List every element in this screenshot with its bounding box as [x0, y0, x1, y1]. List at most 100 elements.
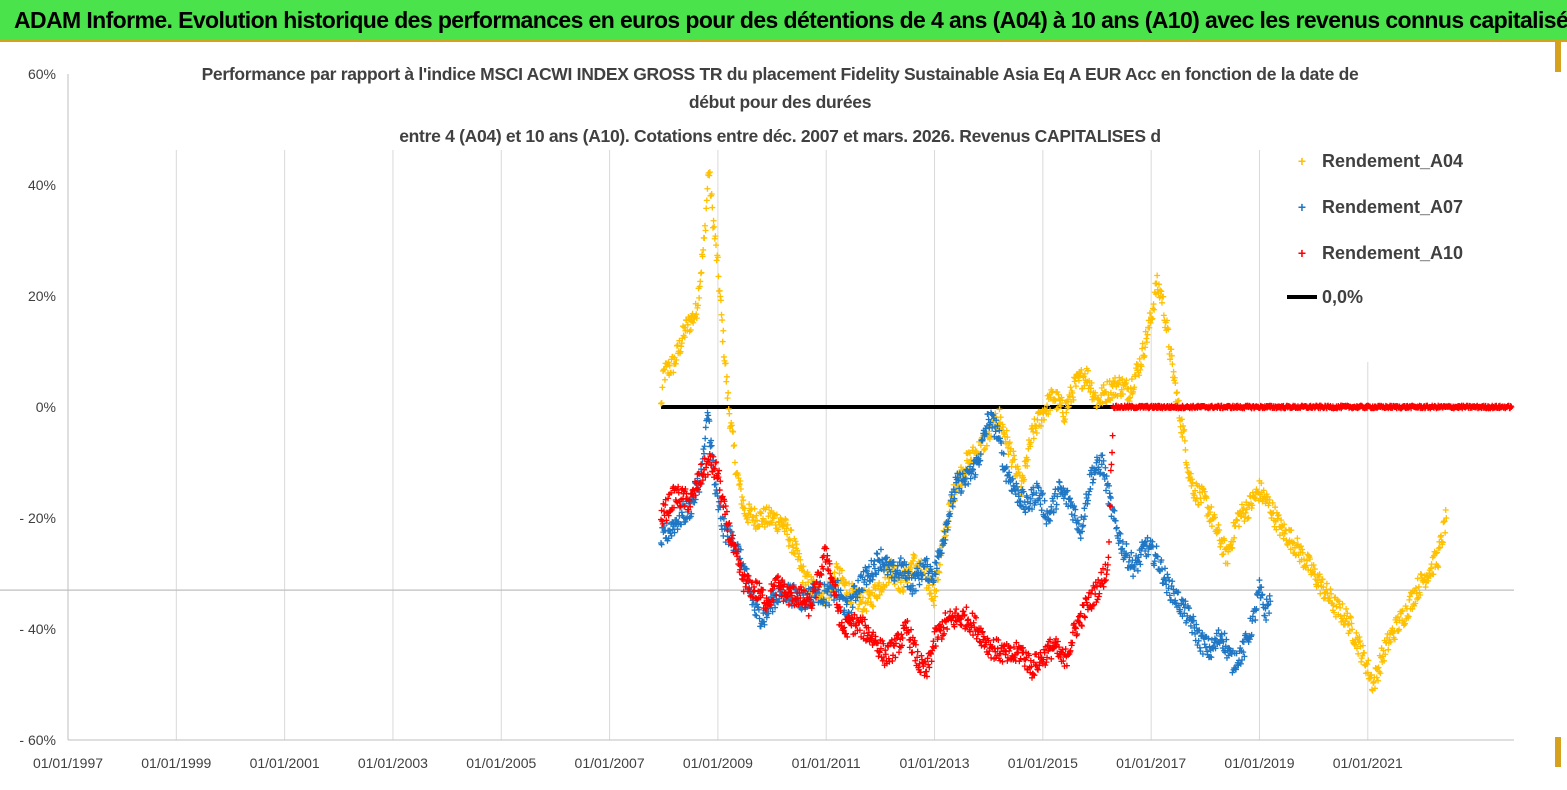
data-point — [916, 581, 923, 588]
data-point — [849, 616, 856, 623]
data-point — [661, 376, 668, 383]
data-point — [951, 623, 958, 630]
data-point — [1184, 612, 1191, 619]
data-point — [993, 417, 1000, 424]
data-point — [1113, 524, 1120, 531]
data-point — [1263, 596, 1270, 603]
data-point — [997, 414, 1004, 421]
data-point — [992, 648, 999, 655]
data-point — [1508, 404, 1515, 410]
data-point — [1109, 432, 1116, 439]
data-point — [876, 649, 883, 656]
data-point — [1069, 629, 1076, 636]
data-point — [1064, 404, 1071, 411]
data-point — [1175, 589, 1182, 596]
data-point — [1180, 601, 1187, 608]
data-point — [708, 461, 715, 468]
data-point — [1237, 660, 1244, 667]
data-point — [706, 169, 713, 176]
data-point — [805, 612, 812, 619]
data-point — [1100, 381, 1107, 388]
data-point — [775, 579, 782, 586]
data-point — [891, 574, 898, 581]
data-point — [944, 626, 951, 633]
data-point — [1134, 567, 1141, 574]
legend-item-a10: + Rendement_A10 — [1282, 238, 1463, 268]
chart-legend: + Rendement_A04 + Rendement_A07 + Rendem… — [1282, 140, 1492, 362]
legend-plus-icon: + — [1297, 153, 1307, 169]
data-point — [1272, 518, 1279, 525]
data-point — [849, 594, 856, 601]
data-point — [1080, 516, 1087, 523]
data-point — [1189, 479, 1196, 486]
data-point — [831, 569, 838, 576]
data-point — [1220, 551, 1227, 558]
data-point — [1088, 605, 1095, 612]
data-point — [950, 486, 957, 493]
data-point — [1412, 585, 1419, 592]
data-point — [1442, 507, 1449, 514]
legend-plus-icon: + — [1297, 199, 1307, 215]
data-point — [941, 528, 948, 535]
data-point — [1205, 635, 1212, 642]
data-point — [756, 523, 763, 530]
data-point — [908, 626, 915, 633]
y-tick-label: - 40% — [19, 621, 56, 637]
banner-title: ADAM Informe. Evolution historique des p… — [14, 7, 1567, 33]
data-point — [1048, 655, 1055, 662]
data-point — [967, 475, 974, 482]
data-point — [775, 526, 782, 533]
data-point — [938, 636, 945, 643]
data-point — [1107, 495, 1114, 502]
data-point — [932, 593, 939, 600]
data-point — [674, 526, 681, 533]
data-point — [1206, 518, 1213, 525]
data-point — [1409, 605, 1416, 612]
data-point — [716, 287, 723, 294]
data-point — [1417, 591, 1424, 598]
y-tick-label: - 60% — [19, 732, 56, 748]
data-point — [665, 512, 672, 519]
data-point — [720, 327, 727, 334]
data-point — [719, 317, 726, 324]
data-point — [712, 233, 719, 240]
data-point — [1081, 614, 1088, 621]
data-point — [832, 582, 839, 589]
data-point — [1229, 544, 1236, 551]
data-point — [963, 604, 970, 611]
data-point — [1039, 490, 1046, 497]
data-point — [1060, 495, 1067, 502]
data-point — [781, 521, 788, 528]
data-point — [741, 505, 748, 512]
data-point — [1196, 627, 1203, 634]
data-point — [1311, 566, 1318, 573]
data-point — [1112, 517, 1119, 524]
data-point — [1229, 669, 1236, 676]
data-point — [930, 602, 937, 609]
data-point — [947, 510, 954, 517]
data-point — [1266, 610, 1273, 617]
data-point — [1231, 534, 1238, 541]
data-point — [1315, 582, 1322, 589]
data-point — [1078, 366, 1085, 373]
data-point — [906, 644, 913, 651]
data-point — [1109, 394, 1116, 401]
data-point — [668, 532, 675, 539]
data-point — [941, 540, 948, 547]
data-point — [731, 459, 738, 466]
y-tick-label: 0% — [36, 399, 56, 415]
data-point — [665, 495, 672, 502]
data-point — [677, 348, 684, 355]
data-point — [896, 649, 903, 656]
data-point — [1331, 609, 1338, 616]
data-point — [1245, 514, 1252, 521]
data-point — [1110, 378, 1117, 385]
data-point — [1130, 573, 1137, 580]
data-point — [1413, 590, 1420, 597]
data-point — [1095, 576, 1102, 583]
data-point — [1317, 590, 1324, 597]
data-point — [1096, 590, 1103, 597]
data-point — [859, 594, 866, 601]
data-point — [1081, 382, 1088, 389]
data-point — [1119, 538, 1126, 545]
